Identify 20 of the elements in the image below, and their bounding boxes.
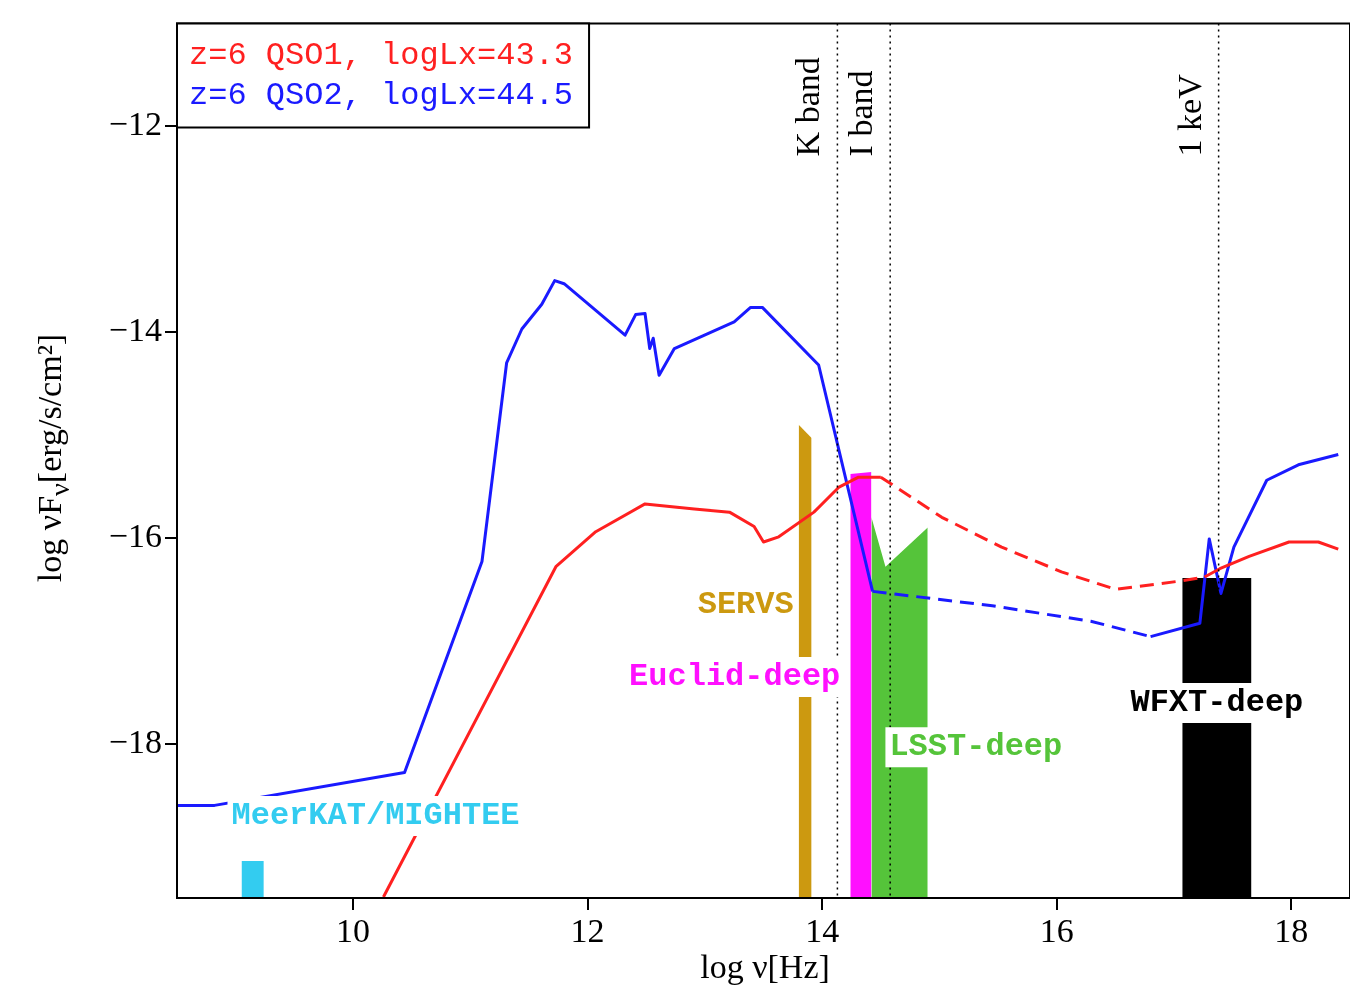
series-label: MeerKAT/MIGHTEE	[231, 797, 520, 835]
x-axis-title: log ν[Hz]	[700, 948, 830, 985]
x-tick-label: 10	[335, 912, 370, 950]
y-tick-label: −16	[108, 516, 162, 554]
x-tick-label: 12	[570, 912, 605, 950]
y-tick-label: −12	[108, 105, 162, 143]
series-label: LSST-deep	[889, 728, 1063, 766]
series-label: WFXT-deep	[1130, 684, 1304, 722]
ref-line-label: I band	[842, 70, 880, 157]
x-tick-label: 16	[1039, 912, 1074, 950]
ref-line-label: K band	[789, 57, 827, 157]
y-tick-label: −18	[108, 722, 162, 760]
x-tick-label: 18	[1274, 912, 1309, 950]
y-tick-label: −14	[108, 311, 162, 348]
text: z=6 QSO1, logLx=43.3	[189, 36, 574, 74]
ref-line-label: 1 keV	[1170, 73, 1208, 157]
series-label: SERVS	[697, 585, 794, 623]
series-label: Euclid-deep	[629, 658, 841, 696]
text: z=6 QSO2, logLx=44.5	[189, 76, 574, 114]
x-tick-label: 14	[805, 912, 840, 950]
